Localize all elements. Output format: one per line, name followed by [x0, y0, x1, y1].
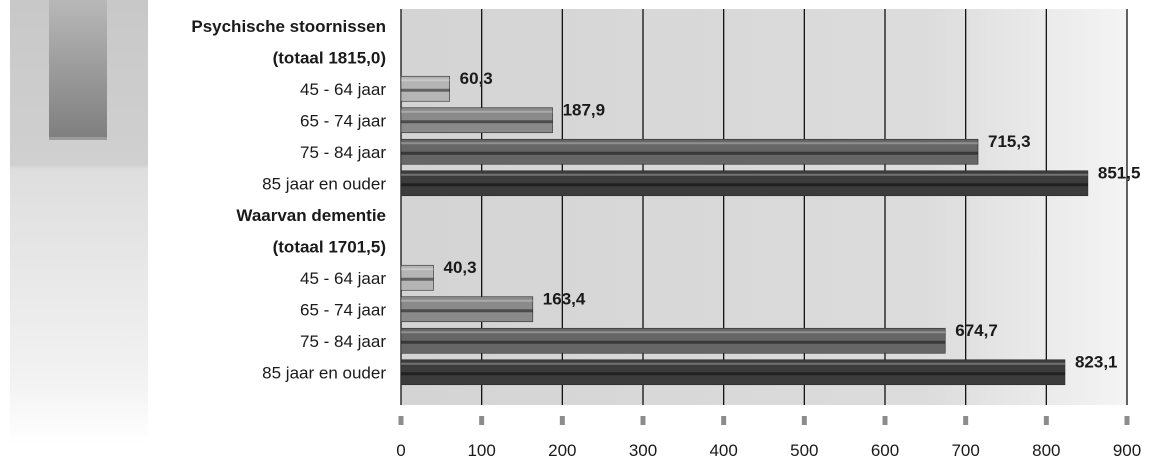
- bar-shadow-stripe: [401, 309, 533, 313]
- x-tick-label: 0: [396, 441, 405, 459]
- category-labels: Psychische stoornissen (totaal 1815,0) 45 …: [191, 17, 386, 383]
- bar: [400, 327, 946, 354]
- bar-highlight: [401, 79, 450, 82]
- category-label: 75 - 84 jaar: [300, 143, 386, 162]
- bar-highlight: [401, 173, 1088, 176]
- bar-highlight: [401, 268, 434, 271]
- data-label: 163,4: [543, 289, 586, 308]
- x-tick-mark: [559, 416, 565, 425]
- bar-shadow-stripe: [401, 372, 1065, 376]
- group-header-label: (totaal 1815,0): [273, 48, 386, 67]
- x-tick-mark: [721, 416, 727, 425]
- bar-highlight: [401, 110, 553, 113]
- bar: [400, 75, 450, 102]
- bar: [400, 359, 1066, 386]
- data-label: 187,9: [563, 100, 606, 119]
- decorative-tab: [49, 0, 107, 140]
- bar: [400, 107, 553, 134]
- bar: [400, 170, 1089, 197]
- bar-highlight: [401, 142, 979, 145]
- x-tick-mark: [479, 416, 485, 425]
- x-tick-label: 900: [1113, 441, 1141, 459]
- category-label: 45 - 64 jaar: [300, 80, 386, 99]
- category-label: 65 - 74 jaar: [300, 111, 386, 130]
- x-tick-mark: [882, 416, 888, 425]
- data-label: 715,3: [988, 132, 1031, 151]
- bar: [400, 296, 534, 323]
- data-label: 60,3: [460, 69, 493, 88]
- x-tick-mark: [963, 416, 969, 425]
- x-tick-label: 800: [1032, 441, 1060, 459]
- group-header-label: Psychische stoornissen: [191, 17, 386, 36]
- bar-shadow-stripe: [401, 277, 434, 281]
- bar: [400, 138, 979, 165]
- bar: [400, 264, 434, 291]
- group-header-label: Waarvan dementie: [236, 206, 386, 225]
- x-tick-label: 300: [629, 441, 657, 459]
- data-label: 674,7: [955, 321, 998, 340]
- data-label: 40,3: [444, 258, 477, 277]
- bars: [400, 75, 1089, 386]
- x-tick-label: 100: [467, 441, 495, 459]
- group-header-label: (totaal 1701,5): [273, 237, 386, 256]
- bar-shadow-stripe: [401, 340, 946, 344]
- x-tick-label: 400: [709, 441, 737, 459]
- bar-shadow-stripe: [401, 88, 450, 92]
- bar-highlight: [401, 299, 533, 302]
- x-tick-label: 200: [548, 441, 576, 459]
- x-tick-mark: [1043, 416, 1049, 425]
- category-label: 65 - 74 jaar: [300, 300, 386, 319]
- bar-shadow-stripe: [401, 120, 553, 124]
- x-tick-mark: [1124, 416, 1130, 425]
- category-label: 85 jaar en ouder: [262, 174, 386, 193]
- bar-highlight: [401, 331, 946, 334]
- category-label: 75 - 84 jaar: [300, 332, 386, 351]
- data-label: 823,1: [1075, 352, 1118, 371]
- bar-shadow-stripe: [401, 151, 979, 155]
- x-tick-mark: [640, 416, 646, 425]
- category-label: 45 - 64 jaar: [300, 269, 386, 288]
- value-labels: 60,3 187,9 715,3 851,5 40,3 163,4 674,7 823,1: [444, 69, 1141, 372]
- data-label: 851,5: [1098, 163, 1141, 182]
- x-tick-mark: [398, 416, 404, 425]
- x-axis-ticks: 0 100 200 300 400 500 600 700 800 900: [396, 416, 1141, 459]
- bar-highlight: [401, 362, 1065, 365]
- x-tick-label: 700: [951, 441, 979, 459]
- x-tick-label: 500: [790, 441, 818, 459]
- x-tick-mark: [801, 416, 807, 425]
- x-tick-label: 600: [871, 441, 899, 459]
- bar-shadow-stripe: [401, 183, 1088, 187]
- category-label: 85 jaar en ouder: [262, 363, 386, 382]
